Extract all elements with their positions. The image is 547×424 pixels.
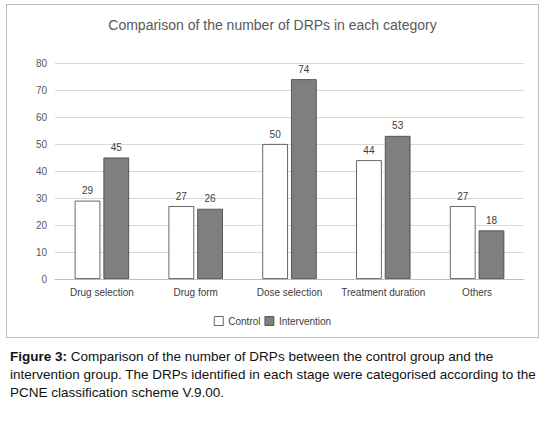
svg-text:Control: Control [228,316,260,327]
svg-text:60: 60 [36,112,48,123]
svg-text:45: 45 [111,142,123,153]
svg-text:20: 20 [36,220,48,231]
svg-text:50: 50 [270,129,282,140]
svg-text:Comparison of the number of DR: Comparison of the number of DRPs in each… [108,17,436,33]
svg-text:Treatment duration: Treatment duration [341,287,425,298]
svg-text:27: 27 [457,191,469,202]
svg-text:27: 27 [176,191,188,202]
svg-text:29: 29 [82,185,94,196]
svg-text:30: 30 [36,193,48,204]
svg-text:50: 50 [36,139,48,150]
svg-text:Others: Others [462,287,492,298]
svg-text:Dose selection: Dose selection [257,287,323,298]
svg-text:74: 74 [298,64,310,75]
svg-text:Drug selection: Drug selection [70,287,134,298]
svg-text:40: 40 [36,166,48,177]
svg-text:80: 80 [36,58,48,69]
svg-text:26: 26 [205,193,217,204]
svg-text:10: 10 [36,247,48,258]
html-text:Figure 3: Comparison of the nu: Figure 3: Comparison of the number of DR… [10,349,536,400]
svg-text:44: 44 [363,145,375,156]
svg-text:Drug form: Drug form [173,287,217,298]
svg-text:Intervention: Intervention [279,316,331,327]
svg-text:70: 70 [36,85,48,96]
svg-text:18: 18 [486,215,498,226]
svg-text:0: 0 [41,274,47,285]
svg-text:53: 53 [392,120,404,131]
